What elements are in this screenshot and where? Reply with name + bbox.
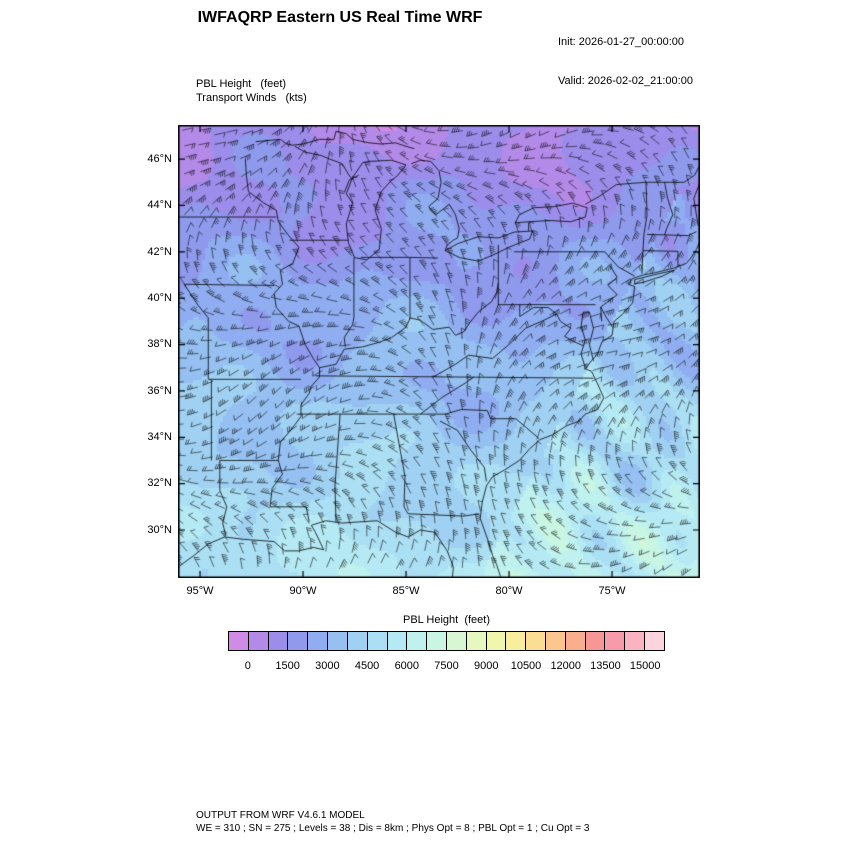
colorbar-tick-label: 10500 — [510, 660, 542, 672]
lat-tick-label: 42°N — [147, 246, 172, 258]
colorbar-tick-label: 4500 — [354, 660, 380, 672]
model-output-note: OUTPUT FROM WRF V4.6.1 MODEL — [196, 810, 365, 821]
lat-tick-label: 34°N — [147, 431, 172, 443]
colorbar-tick-label: 7500 — [434, 660, 459, 672]
lat-tick-label: 46°N — [147, 153, 172, 165]
colorbar-cell — [307, 631, 329, 651]
model-config-note: WE = 310 ; SN = 275 ; Levels = 38 ; Dis … — [196, 823, 590, 834]
colorbar-cell — [386, 631, 408, 651]
plot-title: IWFAQRP Eastern US Real Time WRF — [197, 9, 483, 26]
colorbar-cell — [426, 631, 447, 651]
colorbar-tick-label: 0 — [244, 660, 251, 672]
colorbar-cell — [485, 631, 507, 651]
map-plot-area — [178, 125, 700, 578]
lon-tick-label: 80°W — [495, 585, 523, 597]
colorbar-cell — [525, 631, 546, 651]
lon-tick-label: 95°W — [186, 585, 214, 597]
colorbar-cell — [287, 631, 309, 651]
colorbar — [228, 631, 665, 651]
colorbar-cell — [545, 631, 566, 651]
colorbar-cell — [366, 631, 388, 651]
colorbar-cell — [247, 631, 269, 651]
colorbar-cell — [267, 631, 289, 651]
colorbar-tick-labels: 0 1500 3000 4500 6000 7500 9000 10500 12… — [228, 660, 665, 672]
valid-time: Valid: 2026-02-02_21:00:00 — [558, 75, 693, 87]
lon-tick-label: 75°W — [598, 585, 626, 597]
colorbar-cell — [445, 631, 467, 651]
colorbar-tick-label: 3000 — [315, 660, 340, 672]
lat-tick-label: 32°N — [147, 477, 172, 489]
colorbar-cell — [584, 631, 606, 651]
pbl-wind-map-canvas — [178, 125, 700, 578]
colorbar-cell — [505, 631, 527, 651]
lon-tick-label: 85°W — [392, 585, 420, 597]
colorbar-title: PBL Height (feet) — [402, 614, 491, 626]
colorbar-tick-label: 12000 — [550, 660, 582, 672]
lat-tick-label: 30°N — [147, 524, 172, 536]
lat-tick-label: 38°N — [147, 338, 172, 350]
colorbar-cell — [228, 631, 249, 651]
colorbar-tick-label: 6000 — [394, 660, 420, 672]
colorbar-cell — [465, 631, 487, 651]
colorbar-cell — [406, 631, 428, 651]
lat-tick-label: 40°N — [147, 292, 172, 304]
colorbar-cell — [644, 631, 665, 651]
field-label: PBL Height (feet) — [196, 78, 287, 90]
colorbar-cell — [346, 631, 368, 651]
lat-tick-label: 44°N — [147, 199, 172, 211]
colorbar-cell — [327, 631, 348, 651]
init-valid-times: Init: 2026-01-27_00:00:00 Valid: 2026-02… — [558, 10, 693, 114]
colorbar-cell — [604, 631, 626, 651]
colorbar-tick-label: 13500 — [590, 660, 621, 672]
wind-label: Transport Winds (kts) — [196, 92, 307, 104]
colorbar-tick-label: 9000 — [474, 660, 499, 672]
lon-tick-label: 90°W — [289, 585, 317, 597]
colorbar-cell — [564, 631, 586, 651]
colorbar-tick-label: 15000 — [629, 660, 661, 672]
lat-tick-label: 36°N — [147, 385, 172, 397]
colorbar-tick-label: 1500 — [275, 660, 300, 672]
init-time: Init: 2026-01-27_00:00:00 — [558, 36, 684, 48]
colorbar-cell — [624, 631, 646, 651]
